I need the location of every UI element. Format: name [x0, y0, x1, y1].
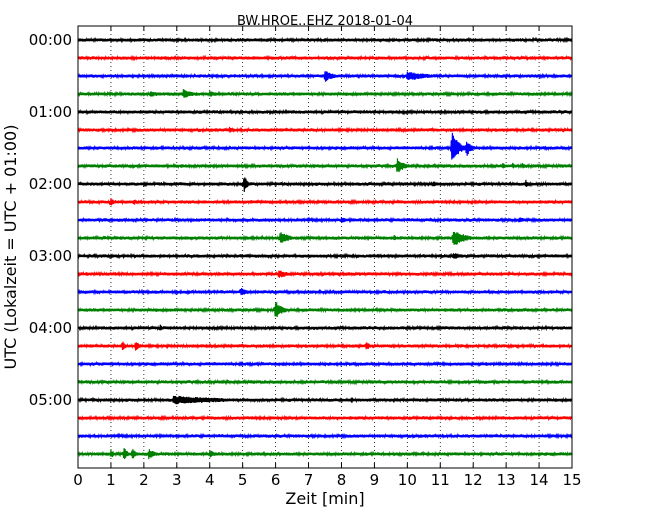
y-tick-label: 01:00: [29, 103, 72, 121]
trace-row-20: [77, 395, 573, 405]
grid-lines: [110, 26, 540, 468]
trace-row-4: [77, 108, 573, 116]
trace-row-16: [77, 324, 573, 332]
trace-row-23: [77, 448, 573, 460]
trace-row-7: [77, 158, 573, 173]
x-tick-label: 13: [497, 471, 516, 489]
x-tick-label: 0: [73, 471, 83, 489]
y-tick-label: 00:00: [29, 31, 72, 49]
trace-row-22: [77, 432, 573, 440]
trace-row-13: [77, 270, 573, 278]
x-tick-label: 3: [172, 471, 182, 489]
y-tick-label: 05:00: [29, 391, 72, 409]
x-tick-label: 7: [304, 471, 314, 489]
trace-row-19: [77, 378, 573, 386]
trace-row-6: [77, 132, 573, 160]
trace-row-1: [77, 54, 573, 62]
trace-row-5: [77, 126, 573, 134]
x-axis-ticks: 0 1 2 3 4 5 6 7 8 9 10 11 12 13 14 15: [73, 26, 582, 489]
trace-row-0: [77, 36, 573, 44]
x-tick-label: 10: [398, 471, 417, 489]
x-tick-label: 8: [337, 471, 347, 489]
x-tick-label: 11: [431, 471, 450, 489]
plot-frame: [77, 25, 573, 469]
trace-row-8: [77, 177, 573, 193]
x-tick-label: 1: [106, 471, 116, 489]
y-tick-label: 04:00: [29, 319, 72, 337]
x-tick-label: 6: [271, 471, 281, 489]
trace-row-9: [77, 198, 573, 206]
x-tick-label: 12: [464, 471, 483, 489]
x-tick-label: 9: [370, 471, 380, 489]
trace-row-15: [77, 302, 573, 317]
trace-row-10: [77, 216, 573, 224]
x-tick-label: 4: [205, 471, 215, 489]
x-tick-label: 14: [530, 471, 549, 489]
x-axis-label: Zeit [min]: [285, 489, 364, 508]
trace-row-3: [77, 89, 573, 98]
y-axis-label: UTC (Lokalzeit = UTC + 01:00): [1, 125, 20, 370]
x-tick-label: 15: [562, 471, 581, 489]
x-tick-label: 2: [139, 471, 149, 489]
trace-row-17: [77, 341, 573, 351]
trace-row-18: [77, 360, 573, 368]
trace-row-14: [77, 288, 573, 296]
x-tick-label: 5: [238, 471, 248, 489]
y-tick-label: 03:00: [29, 247, 72, 265]
y-tick-label: 02:00: [29, 175, 72, 193]
trace-row-21: [77, 414, 573, 422]
y-axis-ticks: 00:00 01:00 02:00 03:00 04:00 05:00: [29, 31, 572, 409]
seismic-traces: [77, 36, 573, 460]
chart-title: BW.HROE..EHZ 2018-01-04: [237, 14, 413, 29]
trace-row-2: [77, 71, 573, 82]
trace-row-12: [77, 252, 573, 260]
trace-row-11: [77, 231, 573, 245]
